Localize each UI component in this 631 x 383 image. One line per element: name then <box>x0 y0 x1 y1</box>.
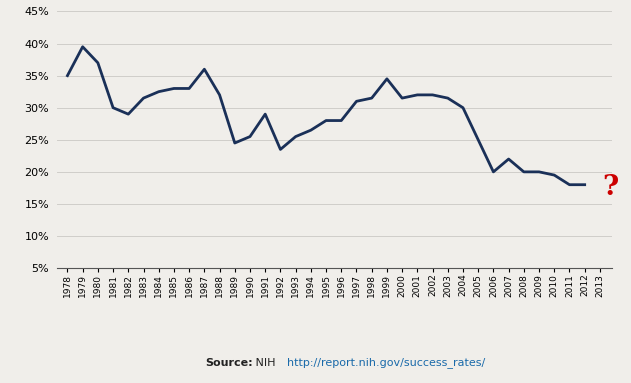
Text: Source:: Source: <box>205 358 252 368</box>
Text: http://report.nih.gov/success_rates/: http://report.nih.gov/success_rates/ <box>287 357 485 368</box>
Text: ?: ? <box>602 174 618 201</box>
Text: NIH: NIH <box>252 358 280 368</box>
